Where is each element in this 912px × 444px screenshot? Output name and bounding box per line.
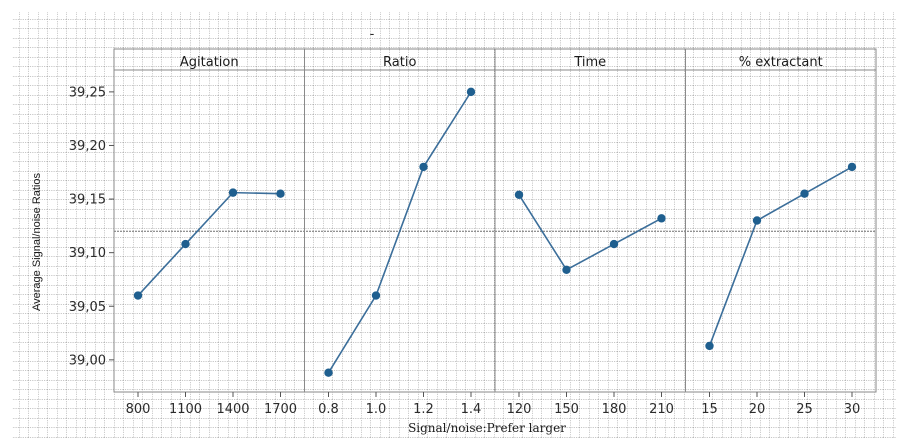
data-point (514, 190, 524, 199)
y-tick-label: 39,15 (69, 193, 106, 208)
x-tick-label: 1400 (216, 402, 249, 417)
data-point (228, 188, 238, 197)
x-tick-label: 800 (126, 402, 151, 417)
x-tick-label: 150 (554, 402, 579, 417)
x-tick-label: 0.8 (318, 402, 339, 417)
x-tick-label: 210 (649, 402, 674, 417)
data-point (562, 265, 571, 275)
top-marker: - (370, 27, 375, 42)
data-point (705, 341, 714, 351)
x-tick-label: 1700 (264, 402, 297, 417)
data-point (466, 87, 476, 97)
data-point (752, 216, 762, 225)
series-line (137, 191, 281, 297)
data-point (276, 189, 285, 198)
data-point (800, 189, 809, 198)
x-tick-label: 120 (507, 402, 532, 417)
y-tick-label: 39,10 (69, 246, 106, 261)
panel-title: Ratio (383, 55, 416, 70)
data-point (847, 162, 857, 172)
x-tick-label: 20 (749, 402, 766, 417)
chart-grid (12, 12, 896, 438)
y-axis-label: Average Signal/noise Ratios (31, 173, 43, 311)
x-tick-label: 1.0 (366, 402, 387, 417)
x-tick-label: 1.2 (413, 402, 434, 417)
y-tick-label: 39,25 (69, 85, 106, 100)
x-tick-label: 1.4 (461, 402, 482, 417)
panel-title: % extractant (739, 55, 823, 70)
y-tick-label: 39,00 (69, 353, 106, 368)
panel-title: Agitation (180, 55, 239, 70)
x-axis: 800 1100 1400 1700 0.8 1.0 1.2 1.4 120 150 180 210 1… (126, 392, 861, 417)
y-axis: 39,00 39,05 39,10 39,15 39,20 39,25 (69, 85, 114, 368)
x-tick-label: 25 (796, 402, 813, 417)
x-tick-label: 30 (844, 402, 861, 417)
data-point (419, 162, 428, 172)
data-point (609, 239, 619, 249)
y-tick-label: 39,05 (69, 300, 106, 315)
x-tick-label: 15 (701, 402, 718, 417)
panel-title: Time (573, 55, 606, 70)
x-tick-label: 1100 (169, 402, 202, 417)
series-line (327, 91, 472, 374)
y-tick-label: 39,20 (69, 139, 106, 154)
data-point (657, 214, 666, 223)
series-line (708, 166, 853, 347)
chart-panels: Agitation Ratio Time % extractant (113, 48, 877, 393)
x-tick-label: 180 (602, 402, 627, 417)
data-point (371, 291, 381, 300)
data-point (181, 239, 190, 249)
data-point (324, 368, 333, 377)
series-line (518, 194, 662, 271)
x-axis-label: Signal/noise:Prefer larger (408, 421, 566, 435)
data-point (133, 291, 143, 300)
